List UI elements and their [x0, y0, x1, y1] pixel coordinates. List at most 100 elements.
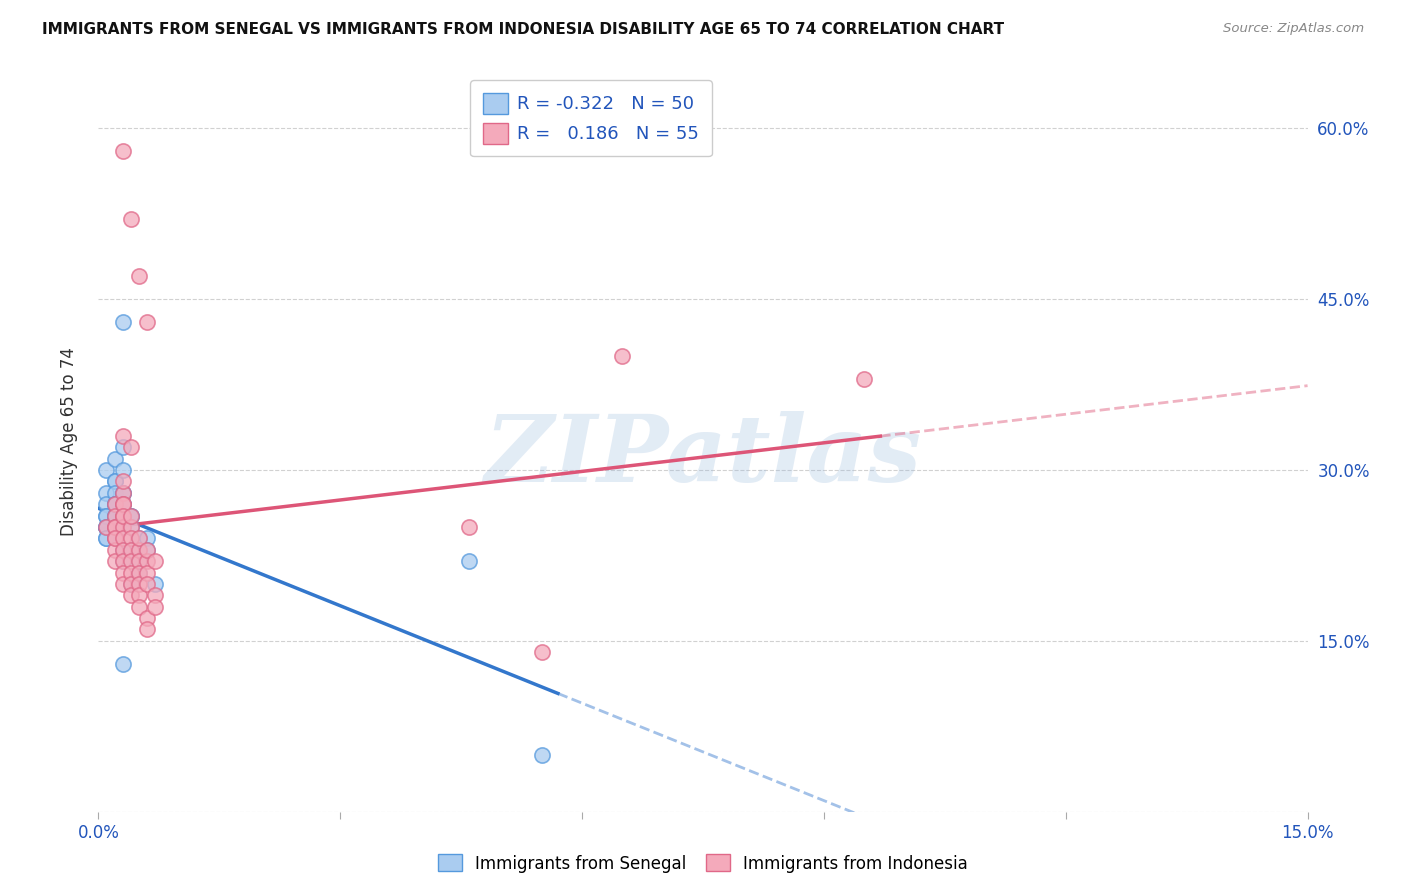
Point: [120, 554, 142, 568]
Point: [111, 542, 134, 557]
Point: [143, 599, 166, 614]
Point: [135, 542, 157, 557]
Point: [103, 520, 125, 534]
Point: [143, 588, 166, 602]
Point: [143, 554, 166, 568]
Point: [103, 451, 125, 466]
Point: [111, 475, 134, 489]
Point: [120, 508, 142, 523]
Text: IMMIGRANTS FROM SENEGAL VS IMMIGRANTS FROM INDONESIA DISABILITY AGE 65 TO 74 COR: IMMIGRANTS FROM SENEGAL VS IMMIGRANTS FR…: [42, 22, 1004, 37]
Point: [135, 623, 157, 637]
Point: [111, 520, 134, 534]
Point: [103, 520, 125, 534]
Point: [103, 508, 125, 523]
Point: [128, 599, 150, 614]
Point: [111, 532, 134, 546]
Point: [120, 577, 142, 591]
Point: [96, 520, 118, 534]
Point: [111, 485, 134, 500]
Point: [111, 429, 134, 443]
Point: [530, 645, 553, 659]
Point: [128, 554, 150, 568]
Point: [120, 577, 142, 591]
Point: [103, 475, 125, 489]
Point: [111, 508, 134, 523]
Point: [96, 520, 118, 534]
Point: [96, 497, 118, 511]
Point: [103, 508, 125, 523]
Point: [128, 577, 150, 591]
Point: [96, 520, 118, 534]
Point: [120, 520, 142, 534]
Point: [128, 566, 150, 580]
Point: [111, 440, 134, 454]
Point: [128, 542, 150, 557]
Point: [120, 588, 142, 602]
Point: [120, 532, 142, 546]
Point: [530, 747, 553, 762]
Point: [111, 485, 134, 500]
Point: [120, 520, 142, 534]
Point: [111, 566, 134, 580]
Point: [103, 520, 125, 534]
Point: [612, 349, 634, 363]
Point: [128, 554, 150, 568]
Text: ZIPatlas: ZIPatlas: [485, 411, 921, 501]
Point: [96, 463, 118, 477]
Point: [135, 542, 157, 557]
Point: [96, 508, 118, 523]
Point: [111, 657, 134, 671]
Point: [120, 542, 142, 557]
Point: [120, 508, 142, 523]
Point: [120, 508, 142, 523]
Point: [128, 566, 150, 580]
Point: [128, 269, 150, 284]
Point: [120, 440, 142, 454]
Point: [111, 542, 134, 557]
Point: [853, 372, 876, 386]
Point: [128, 532, 150, 546]
Point: [103, 520, 125, 534]
Point: [111, 497, 134, 511]
Point: [111, 508, 134, 523]
Point: [111, 497, 134, 511]
Point: [111, 497, 134, 511]
Point: [103, 497, 125, 511]
Point: [111, 577, 134, 591]
Point: [103, 475, 125, 489]
Point: [120, 542, 142, 557]
Point: [103, 497, 125, 511]
Point: [103, 532, 125, 546]
Point: [96, 485, 118, 500]
Point: [111, 497, 134, 511]
Point: [96, 508, 118, 523]
Point: [111, 463, 134, 477]
Point: [103, 508, 125, 523]
Point: [135, 554, 157, 568]
Point: [103, 532, 125, 546]
Point: [120, 566, 142, 580]
Point: [135, 315, 157, 329]
Point: [103, 508, 125, 523]
Point: [103, 554, 125, 568]
Point: [103, 508, 125, 523]
Point: [135, 611, 157, 625]
Point: [111, 554, 134, 568]
Point: [111, 520, 134, 534]
Point: [111, 554, 134, 568]
Point: [128, 588, 150, 602]
Point: [111, 508, 134, 523]
Point: [458, 554, 481, 568]
Point: [458, 520, 481, 534]
Point: [111, 315, 134, 329]
Point: [111, 485, 134, 500]
Legend: Immigrants from Senegal, Immigrants from Indonesia: Immigrants from Senegal, Immigrants from…: [432, 847, 974, 880]
Point: [103, 532, 125, 546]
Point: [135, 577, 157, 591]
Point: [103, 485, 125, 500]
Point: [103, 497, 125, 511]
Y-axis label: Disability Age 65 to 74: Disability Age 65 to 74: [59, 347, 77, 536]
Point: [143, 577, 166, 591]
Point: [128, 532, 150, 546]
Point: [135, 566, 157, 580]
